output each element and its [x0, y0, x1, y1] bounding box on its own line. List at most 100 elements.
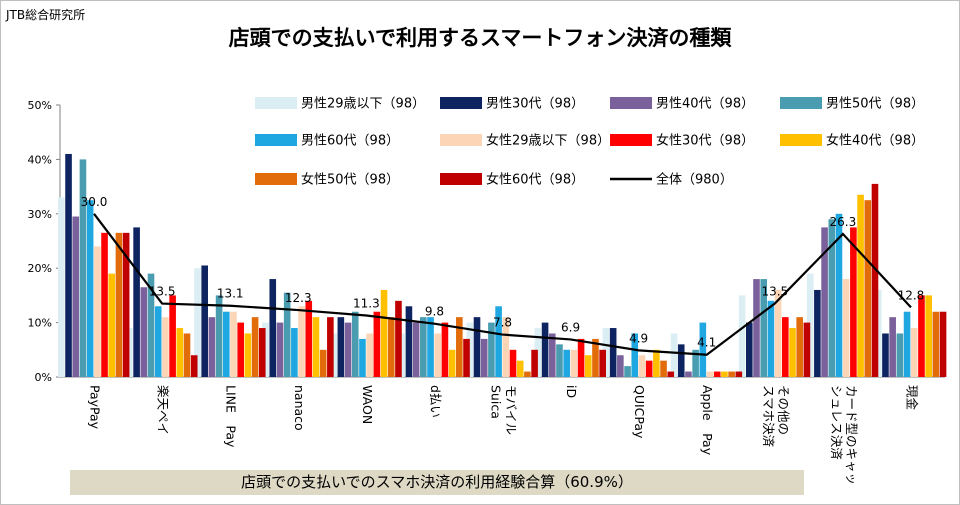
bar — [670, 333, 678, 377]
bar — [488, 322, 495, 377]
bar — [344, 322, 352, 377]
bar — [380, 289, 388, 377]
bar — [86, 200, 94, 377]
category-label: カード型のキャッ — [844, 385, 859, 485]
bar — [850, 227, 857, 377]
bar — [548, 333, 556, 377]
bar — [524, 371, 531, 377]
bar — [412, 322, 420, 377]
bar — [183, 333, 191, 377]
bar — [803, 322, 811, 377]
bar — [728, 371, 735, 377]
legend-label: 男性40代（98） — [656, 97, 754, 112]
bar — [319, 349, 327, 377]
category-label: WAON — [360, 385, 375, 424]
category-label: モバイル — [504, 385, 519, 435]
bar — [456, 317, 463, 377]
bar — [420, 317, 427, 377]
bar — [108, 273, 116, 377]
bar — [577, 338, 585, 377]
bar — [58, 197, 65, 377]
category-label: nanaco — [292, 385, 307, 431]
total-data-label: 11.3 — [353, 297, 380, 311]
bar — [939, 311, 947, 377]
bar — [162, 317, 169, 377]
legend-label: 女性60代（98） — [486, 172, 584, 188]
bar — [767, 300, 775, 377]
bar — [169, 295, 176, 377]
total-data-label: 13.5 — [149, 285, 176, 299]
legend-label: 女性30代（98） — [656, 133, 754, 149]
bar — [237, 322, 244, 377]
bar — [617, 355, 624, 377]
legend-swatch — [610, 97, 652, 109]
y-tick-label: 0% — [35, 371, 52, 384]
bar — [269, 279, 277, 377]
bar — [735, 371, 743, 377]
bar — [176, 328, 184, 377]
bar — [276, 322, 284, 377]
bar — [738, 295, 746, 377]
bar — [584, 355, 592, 377]
bar — [882, 333, 889, 377]
bar — [932, 311, 940, 377]
legend-label: 女性29歳以下（98） — [486, 133, 610, 149]
category-label: LINE Pay — [224, 385, 239, 448]
bar — [624, 366, 631, 377]
legend-swatch — [440, 173, 482, 185]
bar — [133, 227, 140, 377]
bar — [244, 333, 252, 377]
y-tick-label: 50% — [28, 99, 52, 112]
bar — [72, 216, 80, 377]
bar — [427, 317, 434, 377]
legend-swatch — [255, 134, 297, 146]
category-label: QUICPay — [632, 385, 647, 439]
bar — [473, 317, 481, 377]
bar — [312, 317, 320, 377]
bar — [667, 371, 675, 377]
bar — [774, 289, 782, 377]
bar — [208, 317, 216, 377]
bar — [889, 317, 896, 377]
bar — [222, 311, 230, 377]
bar — [692, 349, 699, 377]
bar — [327, 317, 334, 377]
legend-swatch — [440, 134, 482, 146]
bar — [563, 349, 570, 377]
bar — [814, 289, 821, 377]
bar — [147, 273, 155, 377]
bar — [101, 232, 108, 377]
total-data-label: 6.9 — [561, 320, 580, 334]
bar — [631, 333, 639, 377]
y-tick-label: 20% — [28, 262, 52, 275]
bar — [230, 311, 237, 377]
bar — [609, 328, 617, 377]
bar — [194, 268, 201, 377]
legend-label: 男性60代（98） — [301, 134, 399, 149]
legend-label: 女性50代（98） — [301, 172, 399, 188]
legend-label: 男性50代（98） — [826, 97, 924, 112]
legend-swatch — [610, 134, 652, 146]
bar — [395, 300, 402, 377]
bar — [713, 371, 721, 377]
total-data-label: 7.8 — [493, 316, 512, 330]
bar — [215, 295, 223, 377]
bar — [366, 333, 373, 377]
bar — [842, 279, 850, 377]
bar — [660, 360, 667, 377]
y-tick-label: 10% — [28, 317, 52, 330]
bar — [699, 322, 707, 377]
bar — [298, 306, 305, 377]
bar — [351, 311, 359, 377]
total-data-label: 13.5 — [761, 285, 788, 299]
bar — [337, 317, 345, 377]
total-data-label: 12.3 — [285, 291, 312, 305]
bar — [677, 344, 685, 377]
legend-swatch — [255, 97, 297, 109]
y-tick-label: 30% — [28, 208, 52, 221]
bar — [706, 371, 714, 377]
bar — [140, 287, 148, 377]
bar — [387, 317, 395, 377]
